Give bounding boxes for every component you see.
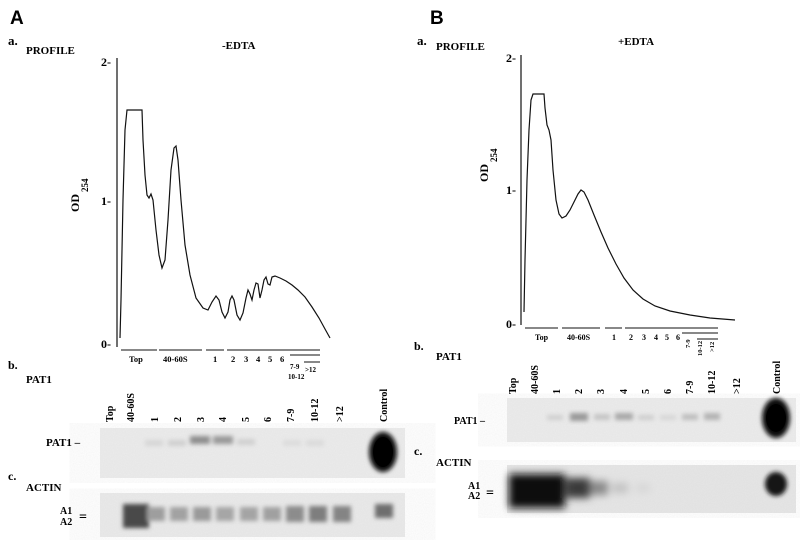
panel-b-condition: +EDTA bbox=[618, 36, 654, 48]
panel-b-ytick-2: 2- bbox=[506, 51, 516, 65]
panel-b-fraction-1: 1 bbox=[612, 333, 616, 342]
panel-b-lane-gt12: >12 bbox=[732, 378, 743, 394]
panel-b-lane-7-9: 7-9 bbox=[685, 381, 696, 394]
panel-b-actin-blot bbox=[507, 465, 796, 513]
panel-a-fraction-top: Top bbox=[129, 354, 143, 364]
panel-a-fraction-6: 6 bbox=[280, 354, 284, 364]
panel-b-fraction-6: 6 bbox=[676, 333, 680, 342]
panel-a-lane-labels: Top 40-60S 1 2 3 4 5 6 7-9 10-12 >12 Con… bbox=[105, 389, 390, 422]
panel-a-actin-dash: = bbox=[79, 510, 87, 525]
panel-a-lane-2: 2 bbox=[173, 417, 184, 422]
panel-b-pat1-blot bbox=[507, 398, 796, 442]
panel-b-fraction-10-12: 10-12 bbox=[697, 341, 704, 356]
panel-b-lane-1: 1 bbox=[552, 389, 563, 394]
panel-b-ylabel: OD 254 bbox=[477, 148, 499, 182]
panel-b-pat1-marker: PAT1 – bbox=[454, 416, 486, 427]
panel-a-lane-gt12: >12 bbox=[335, 406, 346, 422]
panel-a-actin-a2: A2 bbox=[60, 517, 72, 528]
panel-a-blot-c-sub: c. bbox=[8, 469, 16, 483]
panel-b-lane-4: 4 bbox=[619, 389, 630, 394]
panel-b-lane-5: 5 bbox=[641, 389, 652, 394]
panel-a: A a. PROFILE -EDTA 2- 1- 0- OD 254 Top 4… bbox=[8, 8, 405, 537]
panel-a-pat1-blot bbox=[100, 428, 405, 478]
panel-b-profile-label: PROFILE bbox=[436, 41, 485, 53]
panel-b-lane-labels: Top 40-60S 1 2 3 4 5 6 7-9 10-12 >12 Con… bbox=[508, 361, 783, 394]
panel-b-profile-sub: a. bbox=[417, 33, 427, 48]
panel-a-lane-top: Top bbox=[105, 405, 116, 422]
panel-b-fraction-bar bbox=[525, 327, 718, 340]
panel-b-lane-2: 2 bbox=[574, 389, 585, 394]
panel-a-actin-blot bbox=[100, 493, 405, 537]
panel-a-profile-sub: a. bbox=[8, 33, 18, 48]
panel-a-fraction-40-60s: 40-60S bbox=[163, 354, 188, 364]
panel-b-fraction-top: Top bbox=[535, 333, 549, 342]
panel-a-ytick-1: 1- bbox=[101, 194, 111, 208]
panel-a-condition: -EDTA bbox=[222, 40, 255, 52]
panel-b-letter: B bbox=[430, 8, 444, 29]
panel-b-ytick-1: 1- bbox=[506, 183, 516, 197]
panel-b-fraction-4: 4 bbox=[654, 333, 658, 342]
panel-a-ytick-0: 0- bbox=[101, 337, 111, 351]
panel-b-fraction-40-60s: 40-60S bbox=[567, 333, 591, 342]
panel-b-fraction-labels: Top 40-60S 1 2 3 4 5 6 7-9 10-12 >12 bbox=[535, 333, 716, 356]
panel-b-lane-6: 6 bbox=[663, 389, 674, 394]
panel-a-fraction-bar bbox=[121, 349, 320, 363]
panel-b-lane-3: 3 bbox=[596, 389, 607, 394]
panel-a-fraction-10-12: 10-12 bbox=[288, 373, 305, 381]
panel-a-fraction-1: 1 bbox=[213, 354, 217, 364]
panel-b-lane-top: Top bbox=[508, 377, 519, 394]
panel-b-od-profile-trace bbox=[523, 93, 736, 321]
panel-b-fraction-2: 2 bbox=[629, 333, 633, 342]
panel-b-blot-b-sub: b. bbox=[414, 339, 424, 353]
panel-a-lane-6: 6 bbox=[263, 417, 274, 422]
panel-b-blot-c-title: ACTIN bbox=[436, 457, 472, 469]
panel-b-actin-a2: A2 bbox=[468, 491, 480, 502]
panel-a-ylabel-main: OD bbox=[68, 194, 82, 212]
panel-a-blot-c-title: ACTIN bbox=[26, 482, 62, 494]
panel-a-lane-1: 1 bbox=[150, 417, 161, 422]
panel-b-fraction-gt12: >12 bbox=[709, 342, 716, 352]
panel-a-pat1-marker: PAT1 – bbox=[46, 437, 81, 449]
panel-a-fraction-3: 3 bbox=[244, 354, 248, 364]
panel-b-blot-b-title: PAT1 bbox=[436, 351, 462, 363]
panel-a-letter: A bbox=[10, 8, 24, 29]
panel-a-lane-4: 4 bbox=[218, 417, 229, 422]
panel-b-actin-dash: = bbox=[486, 486, 494, 501]
panel-a-lane-7-9: 7-9 bbox=[286, 409, 297, 422]
panel-b-lane-10-12: 10-12 bbox=[707, 371, 718, 394]
panel-b-blot-c-sub: c. bbox=[414, 444, 422, 458]
panel-b-lane-control: Control bbox=[772, 361, 783, 394]
panel-a-blot-b-sub: b. bbox=[8, 358, 18, 372]
panel-a-profile-label: PROFILE bbox=[26, 45, 75, 57]
panel-b-fraction-7-9: 7-9 bbox=[685, 339, 692, 348]
panel-a-blot-b-title: PAT1 bbox=[26, 374, 52, 386]
panel-b-fraction-3: 3 bbox=[642, 333, 646, 342]
panel-a-fraction-5: 5 bbox=[268, 354, 272, 364]
panel-b-actin-a1: A1 bbox=[468, 481, 480, 492]
panel-b-lane-40-60s: 40-60S bbox=[530, 365, 541, 394]
panel-a-lane-control: Control bbox=[379, 389, 390, 422]
panel-a-fraction-labels: Top 40-60S 1 2 3 4 5 6 7-9 10-12 >12 bbox=[129, 354, 316, 381]
panel-a-fraction-gt12: >12 bbox=[305, 366, 316, 374]
panel-a-ylabel: OD 254 bbox=[68, 178, 90, 212]
panel-b-ylabel-main: OD bbox=[477, 164, 491, 182]
panel-a-ytick-2: 2- bbox=[101, 55, 111, 69]
panel-b: B a. PROFILE +EDTA 2- 1- 0- OD 254 Top 4… bbox=[414, 8, 796, 513]
panel-a-fraction-7-9: 7-9 bbox=[290, 363, 300, 371]
panel-a-lane-40-60s: 40-60S bbox=[126, 393, 137, 422]
panel-b-fraction-5: 5 bbox=[665, 333, 669, 342]
panel-b-ytick-0: 0- bbox=[506, 317, 516, 331]
panel-a-od-profile-trace bbox=[119, 109, 331, 339]
panel-a-lane-3: 3 bbox=[196, 417, 207, 422]
panel-a-actin-a1: A1 bbox=[60, 506, 72, 517]
panel-a-lane-10-12: 10-12 bbox=[310, 399, 321, 422]
panel-a-ylabel-sub: 254 bbox=[80, 178, 90, 192]
panel-a-fraction-4: 4 bbox=[256, 354, 261, 364]
panel-a-fraction-2: 2 bbox=[231, 354, 235, 364]
panel-a-lane-5: 5 bbox=[241, 417, 252, 422]
panel-b-ylabel-sub: 254 bbox=[489, 148, 499, 162]
